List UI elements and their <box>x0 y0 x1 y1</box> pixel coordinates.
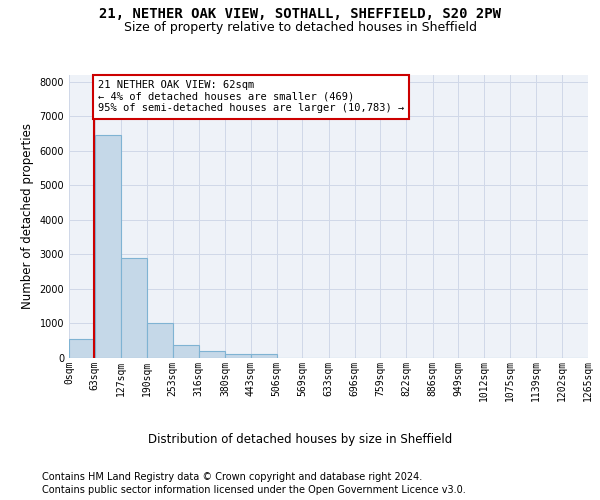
Bar <box>173 346 199 358</box>
Text: 21, NETHER OAK VIEW, SOTHALL, SHEFFIELD, S20 2PW: 21, NETHER OAK VIEW, SOTHALL, SHEFFIELD,… <box>99 8 501 22</box>
Bar <box>199 352 225 358</box>
Bar <box>121 258 147 358</box>
Text: 21 NETHER OAK VIEW: 62sqm
← 4% of detached houses are smaller (469)
95% of semi-: 21 NETHER OAK VIEW: 62sqm ← 4% of detach… <box>98 80 404 114</box>
Bar <box>147 323 173 358</box>
Bar <box>251 354 277 358</box>
Bar <box>69 338 95 357</box>
Bar <box>95 136 121 358</box>
Text: Size of property relative to detached houses in Sheffield: Size of property relative to detached ho… <box>124 21 476 34</box>
Text: Contains public sector information licensed under the Open Government Licence v3: Contains public sector information licen… <box>42 485 466 495</box>
Bar <box>225 354 251 358</box>
Y-axis label: Number of detached properties: Number of detached properties <box>21 123 34 309</box>
Text: Contains HM Land Registry data © Crown copyright and database right 2024.: Contains HM Land Registry data © Crown c… <box>42 472 422 482</box>
Text: Distribution of detached houses by size in Sheffield: Distribution of detached houses by size … <box>148 432 452 446</box>
